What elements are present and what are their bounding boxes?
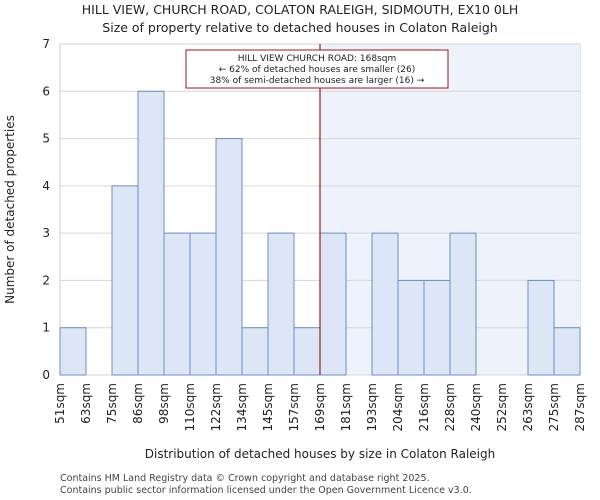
bar: [111, 185, 139, 376]
x-tick-label: 157sqm: [287, 383, 301, 431]
bar: [137, 90, 165, 376]
bar: [527, 279, 555, 376]
y-tick-label: 1: [42, 321, 50, 335]
y-tick-label: 0: [42, 368, 50, 382]
bar: [397, 279, 425, 376]
y-tick-label: 5: [42, 132, 50, 146]
x-tick-label: 122sqm: [209, 383, 223, 431]
x-tick-label: 169sqm: [313, 383, 327, 431]
bar: [215, 138, 243, 376]
x-tick-label: 98sqm: [157, 383, 171, 424]
x-tick-label: 110sqm: [183, 383, 197, 431]
bar: [553, 327, 581, 376]
bar: [293, 327, 321, 376]
annotation-box: [185, 49, 449, 89]
x-tick-label: 63sqm: [79, 383, 93, 424]
y-tick-label: 3: [42, 226, 50, 240]
x-tick-label: 252sqm: [495, 383, 509, 431]
x-tick-label: 275sqm: [547, 383, 561, 431]
x-tick-label: 181sqm: [339, 383, 353, 431]
chart-subtitle: Size of property relative to detached ho…: [102, 20, 498, 35]
y-tick-label: 7: [42, 37, 50, 51]
x-tick-label: 145sqm: [261, 383, 275, 431]
x-tick-label: 216sqm: [417, 383, 431, 431]
x-axis-label: Distribution of detached houses by size …: [145, 447, 495, 461]
chart-title: HILL VIEW, CHURCH ROAD, COLATON RALEIGH,…: [81, 2, 519, 17]
x-tick-label: 193sqm: [365, 383, 379, 431]
bar: [189, 232, 217, 376]
x-tick-label: 228sqm: [443, 383, 457, 431]
annotation-line: 38% of semi-detached houses are larger (…: [210, 76, 425, 86]
x-tick-label: 287sqm: [573, 383, 587, 431]
x-tick-label: 134sqm: [235, 383, 249, 431]
y-tick-label: 2: [42, 273, 50, 287]
annotation-line: ← 62% of detached houses are smaller (26…: [219, 65, 416, 75]
y-axis-label: Number of detached properties: [3, 115, 17, 304]
y-tick-label: 6: [42, 84, 50, 98]
footer-line-1: Contains HM Land Registry data © Crown c…: [60, 473, 430, 484]
bar: [267, 232, 295, 376]
bar: [371, 232, 399, 376]
x-tick-label: 240sqm: [469, 383, 483, 431]
bar: [163, 232, 191, 376]
x-tick-label: 51sqm: [53, 383, 67, 424]
x-tick-label: 263sqm: [521, 383, 535, 431]
footer-line-2: Contains public sector information licen…: [60, 485, 472, 496]
bar: [241, 327, 269, 376]
x-tick-label: 204sqm: [391, 383, 405, 431]
annotation-line: HILL VIEW CHURCH ROAD: 168sqm: [238, 54, 396, 64]
bar: [319, 232, 347, 376]
bar: [423, 279, 451, 376]
y-tick-label: 4: [42, 179, 50, 193]
bar: [449, 232, 477, 376]
bar: [59, 327, 87, 376]
x-tick-label: 75sqm: [105, 383, 119, 424]
x-tick-label: 86sqm: [131, 383, 145, 424]
